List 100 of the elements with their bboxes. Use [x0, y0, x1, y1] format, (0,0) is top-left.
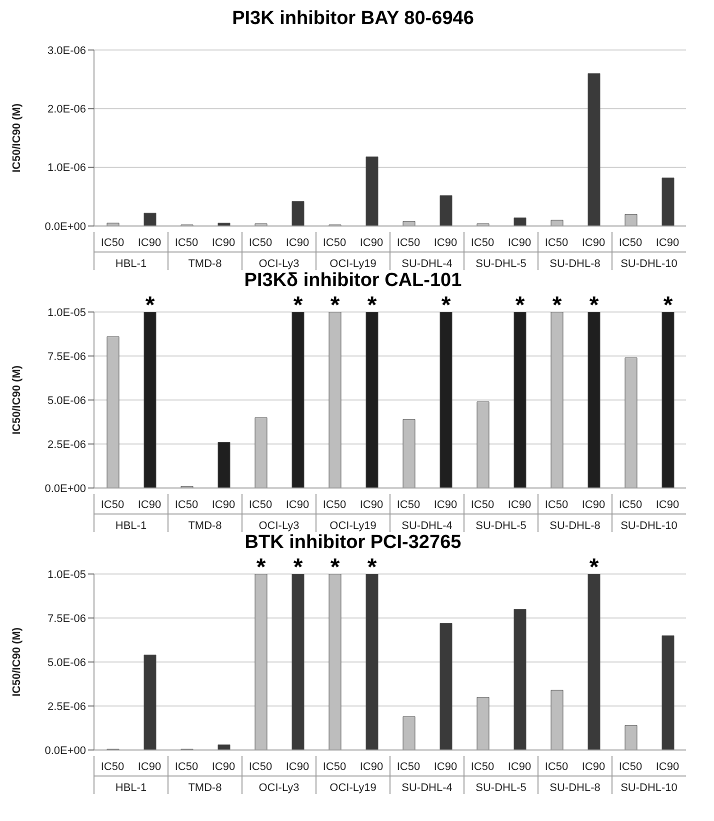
series-label: IC50 — [100, 761, 124, 773]
text: IC50 — [248, 761, 272, 773]
x-tick-label: SU-DHL-10 — [620, 782, 678, 794]
series-label: IC50 — [100, 499, 124, 511]
text: IC90 — [360, 761, 384, 773]
text: IC90 — [360, 237, 384, 249]
text: IC90 — [286, 237, 310, 249]
text: IC90 — [212, 761, 236, 773]
data-label: * — [589, 554, 600, 581]
y-tick-label: 2.0E-06 — [47, 104, 86, 116]
data-label: * — [515, 292, 526, 319]
text: IC50 — [322, 761, 346, 773]
text: IC50 — [174, 761, 198, 773]
text: IC50 — [470, 237, 494, 249]
x-tick-label: SU-DHL-8 — [550, 258, 600, 270]
text: IC50 — [396, 499, 420, 511]
text: IC90 — [656, 237, 680, 249]
text: IC90 — [656, 761, 680, 773]
text: IC90 — [508, 237, 532, 249]
x-tick-label: OCI-Ly3 — [258, 782, 300, 794]
text: IC90 — [582, 237, 606, 249]
y-tick-label: 1.0E-06 — [47, 162, 86, 174]
data-label: * — [330, 292, 340, 319]
x-tick-label: SU-DHL-4 — [402, 258, 452, 270]
text: IC50 — [248, 499, 272, 511]
text: IC90 — [212, 237, 236, 249]
x-tick-label: HBL-1 — [115, 782, 147, 794]
text: IC50 — [322, 237, 346, 249]
y-tick-label: 0.0E+00 — [44, 482, 86, 495]
text: IC90 — [656, 499, 680, 511]
data-label: * — [367, 292, 378, 319]
text: IC50 — [544, 237, 568, 249]
text: IC90 — [286, 761, 310, 773]
y-tick-label: 2.5E-06 — [47, 700, 86, 713]
x-tick-label: OCI-Ly19 — [330, 520, 376, 532]
text: IC50 — [322, 499, 346, 511]
data-label: * — [256, 554, 266, 581]
y-tick-label: 0.0E+00 — [44, 744, 86, 757]
text: IC90 — [434, 761, 458, 773]
x-tick-label: HBL-1 — [115, 258, 147, 270]
x-tick-label: HBL-1 — [115, 520, 147, 532]
y-tick-label: 0.0E+00 — [44, 220, 86, 233]
text: IC50 — [396, 237, 420, 249]
data-label: * — [367, 554, 378, 581]
chart-title: BTK inhibitor PCI-32765 — [244, 532, 462, 553]
text: IC90 — [508, 761, 532, 773]
text: IC50 — [470, 761, 494, 773]
x-tick-label: OCI-Ly19 — [330, 782, 376, 794]
data-label: * — [663, 292, 674, 319]
x-tick-label: SU-DHL-8 — [550, 782, 600, 794]
text: IC50 — [396, 761, 420, 773]
y-tick-label: 5.0E-06 — [47, 656, 86, 669]
data-label: * — [552, 292, 562, 319]
data-label: * — [145, 292, 156, 319]
data-label: * — [589, 292, 600, 319]
text: IC50 — [544, 499, 568, 511]
x-tick-label: SU-DHL-4 — [402, 782, 452, 794]
series-label: IC90 — [138, 499, 162, 511]
text: IC90 — [582, 761, 606, 773]
text: IC50 — [544, 761, 568, 773]
y-tick-label: 7.5E-06 — [47, 350, 86, 363]
x-tick-label: SU-DHL-8 — [550, 520, 600, 532]
x-tick-label: SU-DHL-5 — [476, 258, 526, 270]
y-tick-label: 3.0E-06 — [47, 44, 86, 57]
x-tick-label: SU-DHL-4 — [402, 520, 452, 532]
x-tick-label: TMD-8 — [188, 782, 222, 794]
y-axis-title: IC50/IC90 (M) — [10, 365, 23, 435]
y-tick-label: 5.0E-06 — [47, 394, 86, 407]
text: IC90 — [434, 237, 458, 249]
series-label: IC90 — [138, 237, 162, 249]
y-tick-label: 1.0E-05 — [47, 568, 86, 581]
chart-title: PI3K inhibitor BAY 80-6946 — [231, 8, 475, 31]
text: IC50 — [470, 499, 494, 511]
text: IC50 — [618, 237, 642, 249]
y-tick-label: 7.5E-06 — [47, 612, 86, 625]
x-tick-label: OCI-Ly19 — [330, 258, 376, 270]
x-tick-label: SU-DHL-5 — [476, 782, 526, 794]
text: IC50 — [174, 499, 198, 511]
x-tick-label: OCI-Ly3 — [258, 520, 300, 532]
data-label: * — [293, 554, 304, 581]
y-axis-title: IC50/IC90 (M) — [10, 103, 23, 173]
series-label: IC90 — [138, 761, 162, 773]
text: IC90 — [360, 499, 384, 511]
chart-title: PI3Kδ inhibitor CAL-101 — [244, 270, 462, 291]
data-label: * — [441, 292, 452, 319]
x-tick-label: SU-DHL-5 — [476, 520, 526, 532]
x-tick-label: TMD-8 — [188, 520, 222, 532]
text: IC50 — [174, 237, 198, 249]
y-tick-label: 1.0E-05 — [47, 306, 86, 319]
text: IC50 — [618, 499, 642, 511]
text: IC50 — [248, 237, 272, 249]
x-tick-label: SU-DHL-10 — [620, 258, 678, 270]
x-tick-label: OCI-Ly3 — [258, 258, 300, 270]
text: IC90 — [434, 499, 458, 511]
text: IC50 — [618, 761, 642, 773]
data-label: * — [293, 292, 304, 319]
y-tick-label: 2.5E-06 — [47, 438, 86, 451]
text: IC90 — [212, 499, 236, 511]
x-tick-label: SU-DHL-10 — [620, 520, 678, 532]
text: IC90 — [582, 499, 606, 511]
